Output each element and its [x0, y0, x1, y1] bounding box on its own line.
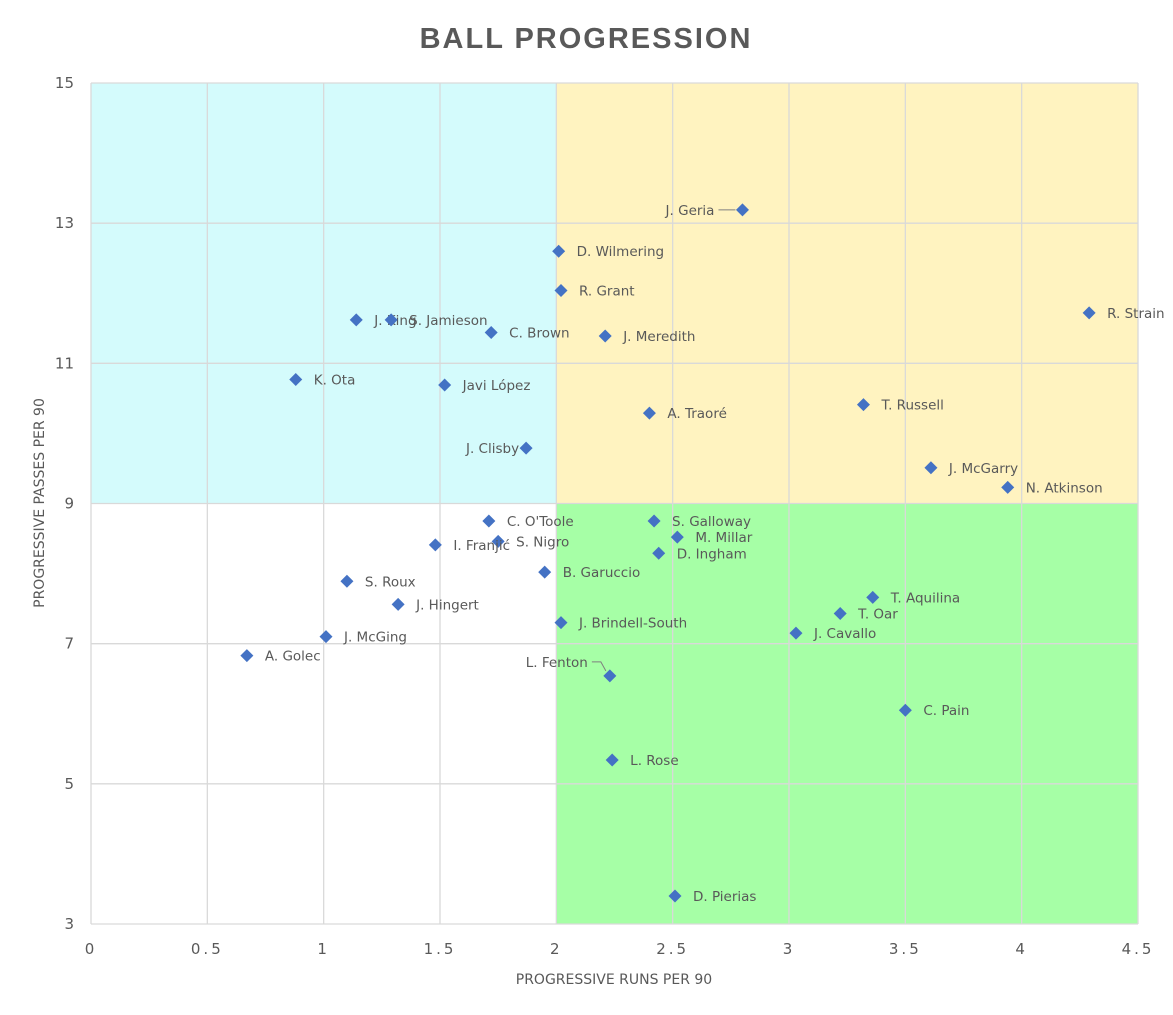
y-tick-label: 9	[64, 495, 74, 513]
data-point-marker	[833, 607, 847, 621]
data-point-label: R. Strain	[1107, 306, 1164, 322]
chart-title: BALL PROGRESSION	[420, 23, 753, 55]
data-point-label: S. Roux	[365, 574, 416, 590]
data-point-marker	[428, 538, 442, 552]
data-point-marker	[484, 325, 498, 339]
x-tick-label: 3.5	[889, 940, 922, 958]
data-point-label: J. Brindell-South	[578, 616, 687, 632]
data-point-label: I. Franjić	[453, 538, 510, 554]
data-point-label: D. Pierias	[693, 889, 757, 905]
data-point-label: S. Jamieson	[409, 313, 487, 329]
data-point-label: J. Meredith	[622, 329, 695, 345]
data-point-marker	[319, 630, 333, 644]
data-point-label: T. Aquilina	[890, 590, 960, 606]
data-point-marker	[652, 546, 666, 560]
data-point-marker	[538, 565, 552, 579]
data-point-marker	[289, 372, 303, 386]
quadrant-2	[556, 503, 1138, 924]
data-point-marker	[1001, 480, 1015, 494]
data-point-marker	[670, 530, 684, 544]
data-point-label: T. Russell	[880, 398, 943, 414]
x-tick-label: 2	[550, 940, 563, 958]
data-point-label: A. Traoré	[667, 406, 726, 422]
x-tick-label: 0.5	[191, 940, 224, 958]
data-point-marker	[1082, 306, 1096, 320]
data-point-label: D. Ingham	[677, 546, 747, 562]
x-tick-label: 4	[1015, 940, 1028, 958]
data-point-marker	[438, 378, 452, 392]
x-tick-label: 2.5	[656, 940, 689, 958]
data-point-label: J. McGing	[343, 630, 407, 646]
data-point-label: R. Grant	[579, 283, 635, 299]
y-tick-label: 7	[64, 635, 74, 653]
data-point-marker	[554, 283, 568, 297]
data-point-label: L. Rose	[630, 753, 678, 769]
data-point-marker	[598, 329, 612, 343]
data-point-marker	[668, 889, 682, 903]
data-point-label: J. Clisby	[465, 441, 519, 457]
x-tick-label: 3	[783, 940, 796, 958]
data-point-label: J. Geria	[665, 203, 715, 219]
data-point-label: A. Golec	[265, 649, 321, 665]
data-point-label: M. Millar	[695, 530, 752, 546]
data-points: J. Geria D. Wilmering R. Grant R. Strain J. …	[240, 203, 1165, 905]
data-point-marker	[735, 203, 749, 217]
data-point-label: C. Pain	[923, 703, 969, 719]
data-point-label: Javi López	[462, 378, 531, 394]
data-point-marker	[482, 514, 496, 528]
data-point-marker	[349, 313, 363, 327]
data-point-label: C. O'Toole	[507, 514, 574, 530]
data-point-marker	[789, 626, 803, 640]
y-axis-title: PROGRESSIVE PASSES PER 90	[32, 398, 48, 608]
data-point-marker	[866, 590, 880, 604]
data-point-marker	[898, 703, 912, 717]
data-point-marker	[603, 669, 617, 683]
data-point-label: J. McGarry	[948, 461, 1018, 477]
y-tick-label: 11	[55, 354, 74, 372]
x-tick-label: 4.5	[1122, 940, 1155, 958]
x-axis-title: PROGRESSIVE RUNS PER 90	[516, 972, 712, 988]
data-point-marker	[856, 398, 870, 412]
y-tick-label: 15	[55, 74, 74, 92]
data-point-label: S. Galloway	[672, 514, 751, 530]
x-tick-label: 0	[85, 940, 98, 958]
label-leader-line	[591, 661, 607, 672]
quadrant-1	[556, 83, 1138, 504]
data-point-marker	[391, 597, 405, 611]
y-tick-label: 5	[64, 775, 74, 793]
data-point-label: D. Wilmering	[577, 244, 664, 260]
data-point-label: T. Oar	[857, 607, 898, 623]
x-tick-label: 1.5	[424, 940, 457, 958]
data-point-marker	[240, 649, 254, 663]
data-point-label: K. Ota	[314, 372, 356, 388]
data-point-label: J. Cavallo	[813, 626, 876, 642]
y-tick-label: 3	[64, 915, 74, 933]
data-point-label: J. Hingert	[415, 597, 479, 613]
data-point-marker	[552, 244, 566, 258]
data-point-label: N. Atkinson	[1026, 480, 1103, 496]
data-point-marker	[491, 534, 505, 548]
data-point-marker	[605, 753, 619, 767]
data-point-marker	[340, 574, 354, 588]
gridlines	[90, 82, 1139, 925]
y-tick-label: 13	[55, 214, 74, 232]
data-point-label: L. Fenton	[526, 655, 588, 671]
data-point-label: C. Brown	[509, 325, 569, 341]
data-point-marker	[642, 406, 656, 420]
x-tick-label: 1	[317, 940, 330, 958]
data-point-marker	[647, 514, 661, 528]
axis-ticks: 0 0.5 1 1.5 2 2.5 3 3.5 4 4.5 3 5 7 9 11 13 15	[55, 74, 1155, 958]
data-point-marker	[554, 616, 568, 630]
data-point-marker	[384, 313, 398, 327]
data-point-label: B. Garuccio	[563, 565, 641, 581]
data-point-marker	[924, 461, 938, 475]
data-point-label: S. Nigro	[516, 534, 569, 550]
data-point-marker	[519, 441, 533, 455]
